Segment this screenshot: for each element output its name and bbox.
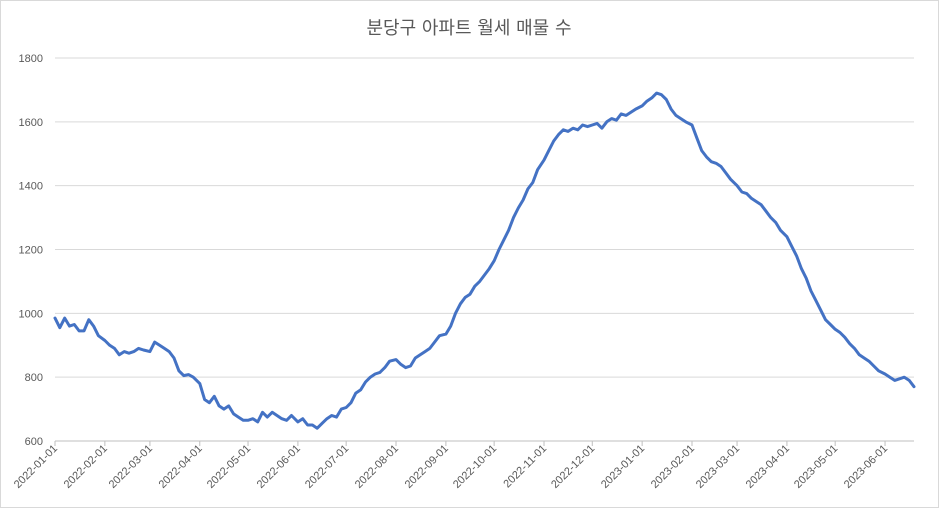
y-tick-label: 600	[25, 436, 43, 448]
y-tick-label: 1800	[19, 53, 43, 65]
y-axis: 600 800 1000 1200 1400 1600 1800	[19, 53, 43, 448]
y-tick-label: 1600	[19, 117, 43, 129]
series-line	[53, 91, 916, 430]
gridlines	[55, 57, 914, 442]
y-tick-label: 800	[25, 372, 43, 384]
y-tick-label: 1000	[19, 308, 43, 320]
series-group	[53, 91, 916, 430]
y-tick-label: 1200	[19, 245, 43, 257]
chart-title: 분당구 아파트 월세 매물 수	[366, 18, 571, 39]
y-tick-label: 1400	[19, 181, 43, 193]
